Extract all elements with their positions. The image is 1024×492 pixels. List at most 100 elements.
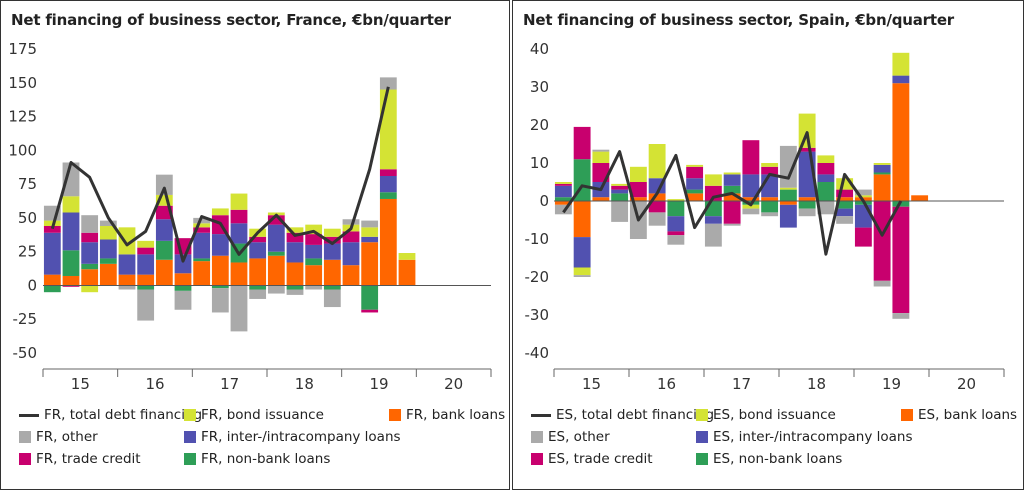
bar-segment (629, 166, 647, 182)
bar-segment (573, 267, 591, 276)
bar-segment (323, 289, 341, 308)
bar-segment (81, 215, 99, 233)
y-tick-label: 0 (539, 192, 549, 210)
bar-segment (267, 224, 285, 252)
bar-segment (779, 187, 797, 190)
bar-segment (592, 163, 610, 182)
legend-color-swatch (19, 431, 31, 443)
legend-color-swatch (531, 453, 543, 465)
bar-segment (155, 259, 173, 286)
legend-color-swatch (19, 453, 31, 465)
bar-segment (361, 227, 379, 237)
bar-segment (286, 289, 304, 295)
bar-segment (611, 185, 629, 190)
bar-segment (723, 174, 741, 186)
y-tick-label: 75 (18, 175, 37, 193)
bar-segment (779, 201, 797, 205)
x-tick-label: 17 (732, 375, 751, 393)
bar-segment (361, 242, 379, 286)
bar-segment (817, 174, 835, 182)
bar-segment (592, 151, 610, 163)
x-tick-label: 16 (145, 375, 164, 393)
bar-segment (779, 204, 797, 228)
bar-segment (873, 172, 891, 175)
bar-segment (323, 259, 341, 286)
legend-item: FR, non-bank loans (184, 451, 330, 467)
bar-segment (836, 201, 854, 209)
bar-segment (323, 285, 341, 290)
bar-segment (836, 189, 854, 198)
legend-label: FR, bond issuance (201, 407, 324, 423)
bar-segment (62, 162, 80, 197)
bar-segment (81, 263, 99, 270)
bar-segment (305, 224, 323, 235)
legend-label: FR, bank loans (406, 407, 506, 423)
bar-segment (761, 212, 779, 217)
bar-segment (62, 196, 80, 213)
legend-label: ES, total debt financing (556, 407, 715, 423)
x-tick-label: 18 (295, 375, 314, 393)
bar-segment (323, 243, 341, 260)
bar-segment (686, 178, 704, 190)
bar-segment (62, 275, 80, 286)
bar-segment (817, 182, 835, 201)
bar-segment (611, 193, 629, 201)
bar-segment (155, 194, 173, 206)
bar-segment (779, 189, 797, 201)
y-tick-label: 10 (530, 154, 549, 172)
bar-segment (554, 185, 572, 198)
bar-segment (193, 223, 211, 228)
bar-segment (361, 220, 379, 228)
legend-item: ES, trade credit (531, 451, 653, 467)
x-tick-label: 18 (807, 375, 826, 393)
bar-segment (267, 285, 285, 294)
bar-segment (342, 242, 360, 266)
y-tick-label: 150 (8, 74, 37, 92)
bar-segment (118, 274, 136, 286)
bar-segment (667, 216, 685, 232)
bar-segment (892, 75, 910, 84)
bar-segment (230, 223, 248, 244)
legend-label: FR, inter-/intracompany loans (201, 429, 401, 445)
bar-segment (761, 197, 779, 201)
legend-color-swatch (901, 409, 913, 421)
bar-segment (836, 178, 854, 190)
legend-item: ES, total debt financing (531, 407, 714, 423)
legend-item: FR, bond issuance (184, 407, 324, 423)
bar-segment (611, 189, 629, 194)
bar-segment (667, 199, 685, 201)
legend-label: FR, trade credit (36, 451, 141, 467)
bar-segment (286, 285, 304, 290)
bar-segment (286, 262, 304, 286)
bar-segment (873, 280, 891, 287)
legend-spain: ES, total debt financing ES, bond issuanc… (531, 403, 1021, 483)
legend-color-swatch (696, 431, 708, 443)
bar-segment (118, 285, 136, 290)
bar-segment (704, 216, 722, 224)
x-tick-label: 15 (582, 375, 601, 393)
bar-segment (118, 227, 136, 255)
series-line-total-debt (50, 86, 390, 263)
y-tick-label: -30 (525, 306, 550, 324)
bar-segment (854, 204, 872, 228)
bar-segment (99, 225, 117, 240)
bar-segment (798, 113, 816, 148)
bar-segment (99, 239, 117, 259)
legend-item: ES, other (531, 429, 610, 445)
x-tick-label: 16 (657, 375, 676, 393)
bar-segment (554, 182, 572, 184)
bar-segment (62, 250, 80, 276)
bar-segment (137, 254, 155, 275)
x-tick-label: 15 (71, 375, 90, 393)
legend-color-swatch (531, 431, 543, 443)
bar-segment (81, 232, 99, 243)
bar-segment (193, 261, 211, 286)
bar-segment (873, 164, 891, 173)
bar-segment (305, 285, 323, 290)
bar-segment (286, 242, 304, 263)
bar-segment (761, 166, 779, 175)
bar-segment (137, 274, 155, 286)
bar-segment (723, 223, 741, 226)
bar-segment (230, 262, 248, 286)
bar-segment (398, 253, 416, 260)
